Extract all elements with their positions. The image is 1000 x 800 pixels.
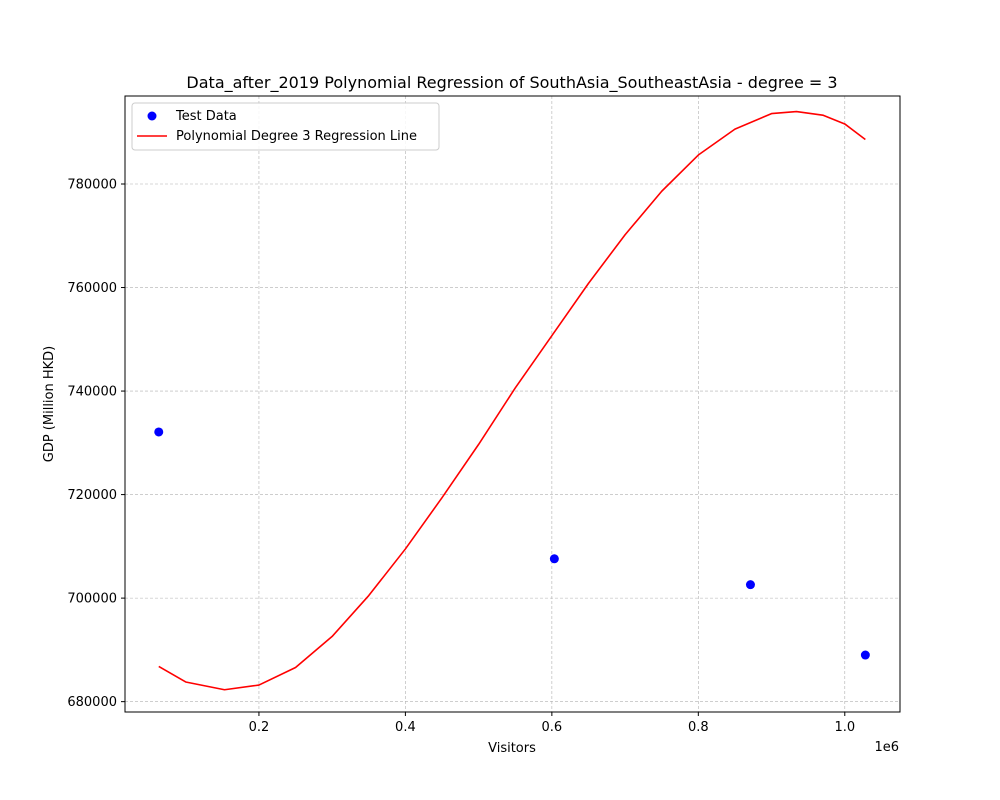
legend-label-test-data: Test Data — [175, 109, 237, 124]
y-tick-label: 700000 — [67, 592, 117, 607]
plot-frame — [124, 95, 901, 713]
legend-marker-test-data — [147, 111, 157, 121]
legend: Test Data Polynomial Degree 3 Regression… — [131, 102, 440, 151]
y-tick-label: 760000 — [67, 281, 117, 296]
test-data-layer — [154, 427, 870, 660]
y-tick-label: 680000 — [67, 695, 117, 710]
x-axis-ticks: 0.2 0.4 0.6 0.8 1.0 — [249, 712, 855, 735]
chart-title: Data_after_2019 Polynomial Regression of… — [186, 73, 837, 93]
test-data-point — [860, 650, 870, 660]
legend-label-regression-line: Polynomial Degree 3 Regression Line — [176, 129, 417, 144]
x-axis-label: Visitors — [488, 741, 536, 756]
x-tick-label: 1.0 — [834, 720, 855, 735]
y-axis-ticks: 680000 700000 720000 740000 760000 780000 — [67, 178, 125, 710]
y-tick-label: 780000 — [67, 178, 117, 193]
y-axis-label: GDP (Million HKD) — [42, 346, 57, 463]
legend-box — [131, 102, 440, 151]
test-data-point — [154, 427, 164, 437]
y-tick-label: 740000 — [67, 385, 117, 400]
regression-line-layer — [158, 110, 866, 691]
x-tick-label: 0.2 — [249, 720, 270, 735]
x-tick-label: 0.6 — [542, 720, 563, 735]
grid — [125, 96, 900, 712]
y-tick-label: 720000 — [67, 488, 117, 503]
x-tick-label: 0.8 — [688, 720, 709, 735]
x-tick-label: 0.4 — [395, 720, 416, 735]
test-data-point — [745, 580, 755, 590]
test-data-point — [549, 554, 559, 564]
regression-line — [158, 110, 866, 691]
x-axis-offset-label: 1e6 — [874, 740, 899, 755]
